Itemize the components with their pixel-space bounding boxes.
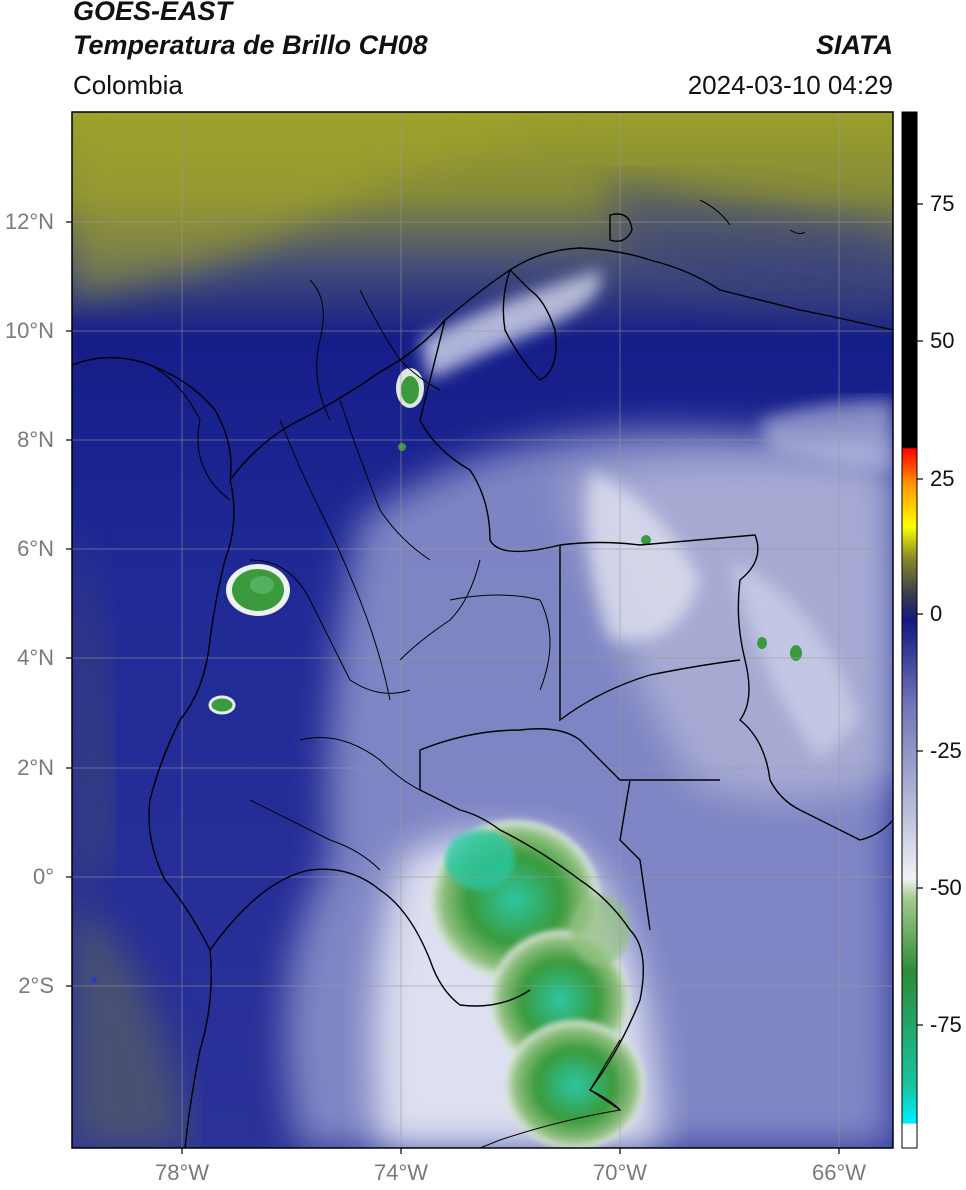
colorbar-frame	[901, 111, 918, 1149]
colorbar-label-50: 50	[930, 328, 955, 353]
region-label: Colombia	[73, 70, 183, 100]
lat-label-2s: 2°S	[18, 973, 54, 998]
lat-label-8n: 8°N	[17, 427, 54, 452]
lon-label-78w: 78°W	[154, 1160, 210, 1185]
colorbar-label-m50: -50	[930, 875, 962, 900]
lat-label-4n: 4°N	[17, 645, 54, 670]
lon-label-74w: 74°W	[373, 1160, 429, 1185]
colorbar-label-25: 25	[930, 466, 955, 491]
product-title: Temperatura de Brillo CH08	[73, 30, 428, 60]
lon-label-66w: 66°W	[811, 1160, 867, 1185]
lat-label-6n: 6°N	[17, 536, 54, 561]
colorbar	[902, 112, 917, 1148]
brightness-temperature-field	[72, 112, 893, 1148]
lat-label-10n: 10°N	[4, 318, 54, 343]
organization-label: SIATA	[816, 30, 893, 60]
satellite-title: GOES-EAST	[73, 0, 233, 26]
colorbar-label-m25: -25	[930, 738, 962, 763]
lat-label-12n: 12°N	[4, 209, 54, 234]
lon-label-70w: 70°W	[592, 1160, 648, 1185]
graticule	[72, 112, 893, 1148]
colorbar-ticks	[917, 203, 923, 1026]
colorbar-label-75: 75	[930, 191, 955, 216]
lat-label-0: 0°	[32, 864, 54, 889]
datetime-label: 2024-03-10 04:29	[687, 70, 893, 100]
lat-label-2n: 2°N	[17, 755, 54, 780]
country-borders	[72, 199, 893, 1148]
colorbar-label-0: 0	[930, 601, 943, 626]
colorbar-label-m75: -75	[930, 1012, 962, 1037]
map-frame	[71, 111, 894, 1149]
axis-ticks	[66, 221, 840, 1154]
